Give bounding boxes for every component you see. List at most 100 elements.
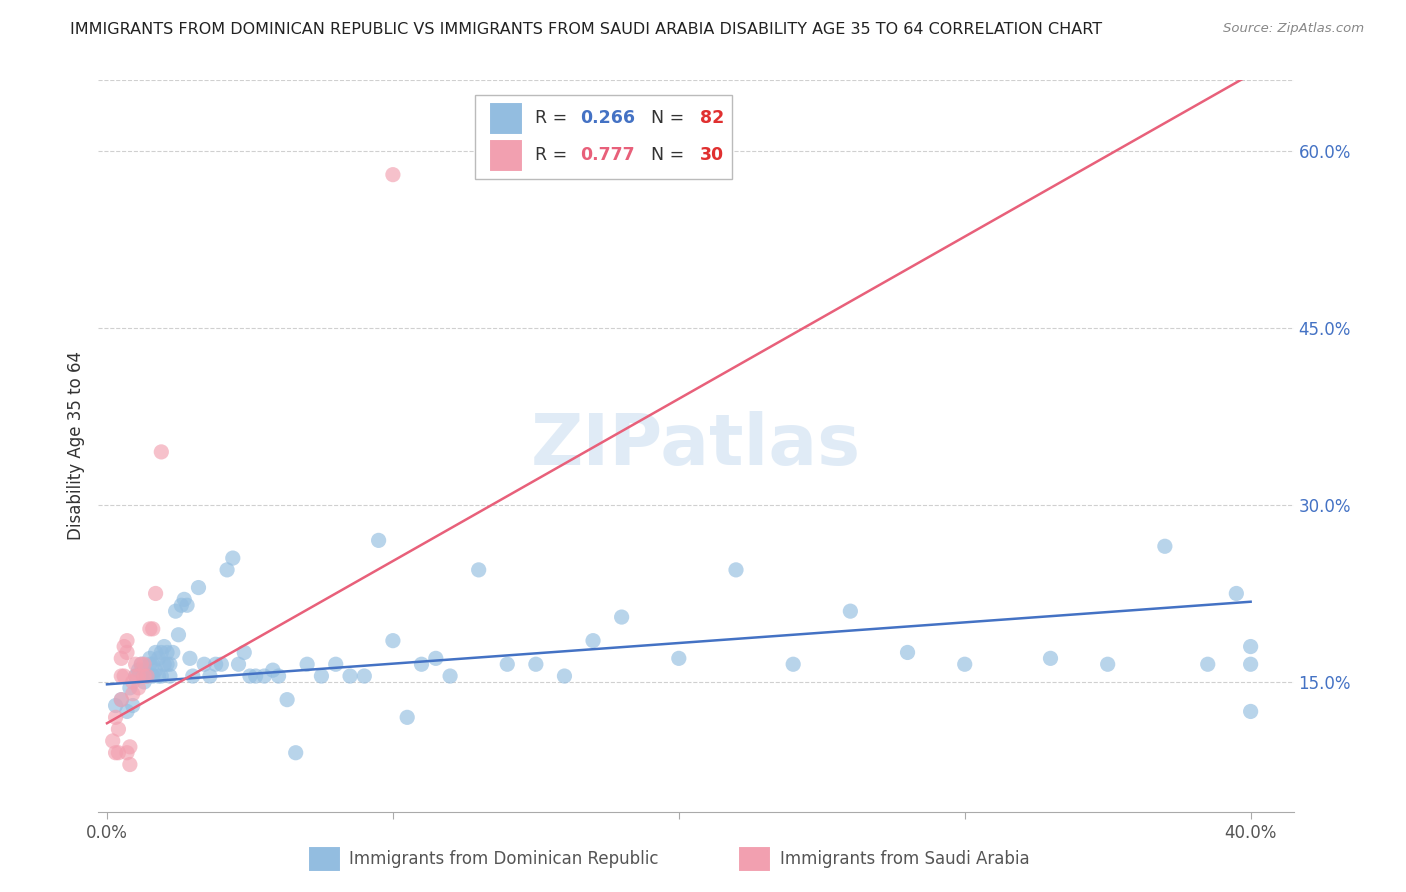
Point (153, 640, 176, 654)
Point (150, 669, 173, 683)
Point (148, 651, 170, 665)
Point (839, 604, 862, 618)
Point (118, 681, 141, 695)
Point (1239, 705, 1261, 719)
Point (1039, 651, 1062, 665)
Point (139, 657, 162, 672)
Point (121, 687, 143, 701)
Point (134, 669, 156, 683)
Point (267, 669, 290, 683)
Point (553, 669, 575, 683)
Point (139, 622, 162, 636)
Point (112, 640, 135, 654)
Point (159, 669, 181, 683)
Text: N =: N = (640, 146, 689, 164)
Text: 82: 82 (700, 110, 724, 128)
Point (167, 628, 190, 642)
Text: R =: R = (534, 110, 572, 128)
Point (104, 710, 127, 724)
Point (148, 669, 170, 683)
Point (411, 657, 433, 672)
Point (136, 669, 159, 683)
Point (107, 722, 129, 736)
Point (110, 669, 132, 683)
FancyBboxPatch shape (475, 95, 733, 179)
Point (115, 746, 138, 760)
Point (1225, 586, 1247, 600)
Point (124, 669, 146, 683)
Point (127, 669, 149, 683)
Point (439, 669, 461, 683)
Text: Immigrants from Saudi Arabia: Immigrants from Saudi Arabia (779, 850, 1029, 868)
Point (124, 669, 146, 683)
Point (496, 657, 519, 672)
Point (118, 757, 141, 772)
Point (311, 669, 333, 683)
Point (127, 663, 149, 677)
Point (253, 669, 276, 683)
Point (467, 563, 489, 577)
Point (1097, 657, 1119, 672)
Point (204, 657, 226, 672)
Point (198, 669, 221, 683)
Point (136, 669, 159, 683)
Point (173, 592, 195, 607)
Point (276, 692, 298, 706)
Point (112, 669, 135, 683)
Point (134, 663, 156, 677)
Point (134, 657, 156, 672)
Text: Source: ZipAtlas.com: Source: ZipAtlas.com (1223, 22, 1364, 36)
Text: 0.777: 0.777 (581, 146, 634, 164)
Point (150, 445, 173, 459)
Point (131, 657, 153, 672)
Point (127, 681, 149, 695)
Point (145, 663, 167, 677)
Point (724, 563, 747, 577)
Point (121, 698, 143, 713)
FancyBboxPatch shape (489, 102, 523, 135)
Point (110, 651, 132, 665)
Point (284, 746, 307, 760)
Point (610, 610, 633, 624)
Point (142, 622, 165, 636)
Point (353, 669, 375, 683)
Point (121, 675, 143, 690)
Point (245, 669, 267, 683)
Point (156, 657, 179, 672)
Point (165, 604, 187, 618)
Point (118, 739, 141, 754)
Point (124, 657, 146, 672)
Point (159, 657, 181, 672)
Point (582, 633, 605, 648)
FancyBboxPatch shape (489, 139, 523, 172)
Point (181, 669, 204, 683)
Point (176, 599, 198, 613)
Point (115, 633, 138, 648)
Point (104, 698, 127, 713)
Point (115, 705, 138, 719)
Point (156, 645, 179, 659)
FancyBboxPatch shape (738, 847, 772, 872)
Point (1239, 640, 1261, 654)
Point (145, 645, 167, 659)
Point (325, 657, 347, 672)
Point (153, 657, 176, 672)
Point (524, 657, 547, 672)
Point (150, 645, 173, 659)
Point (295, 657, 318, 672)
Point (381, 633, 404, 648)
Point (217, 563, 239, 577)
Point (107, 746, 129, 760)
Point (209, 657, 232, 672)
Text: IMMIGRANTS FROM DOMINICAN REPUBLIC VS IMMIGRANTS FROM SAUDI ARABIA DISABILITY AG: IMMIGRANTS FROM DOMINICAN REPUBLIC VS IM… (70, 22, 1102, 37)
Point (233, 645, 256, 659)
Point (782, 657, 804, 672)
Point (1153, 539, 1175, 553)
Point (162, 645, 184, 659)
Point (367, 533, 389, 548)
Point (425, 651, 447, 665)
Point (179, 651, 201, 665)
Point (381, 168, 404, 182)
Point (239, 669, 262, 683)
Point (953, 657, 976, 672)
